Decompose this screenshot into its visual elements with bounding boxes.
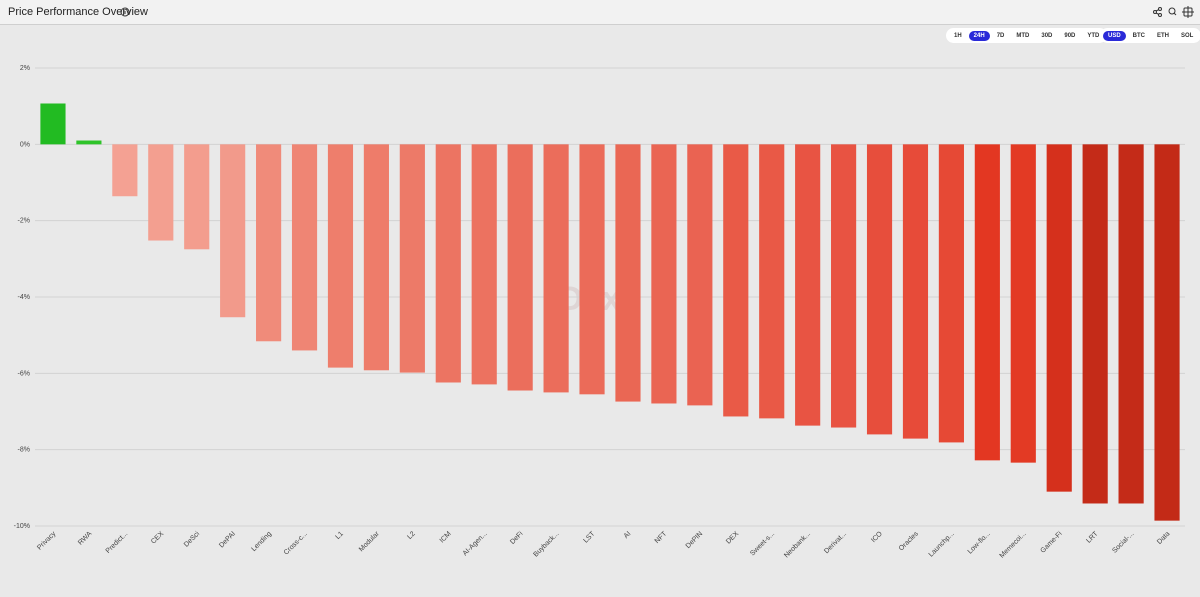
y-tick-label: -2% <box>18 218 30 225</box>
bar <box>831 144 857 428</box>
toggle-button[interactable]: SOL <box>1181 32 1194 39</box>
x-tick-label: ICO <box>870 530 884 544</box>
x-tick-label: DePIN <box>685 530 705 550</box>
search-icon[interactable] <box>1168 7 1177 16</box>
x-tick-label: Memecoi... <box>999 530 1028 559</box>
x-tick-label: DeFi <box>509 530 525 546</box>
bar <box>902 144 929 439</box>
page-title: Price Performance Overview <box>8 6 148 18</box>
x-tick-label: Predict... <box>105 530 130 555</box>
bar <box>327 144 354 368</box>
x-tick-label: Social-... <box>1111 530 1135 554</box>
y-tick-label: 0% <box>20 141 30 148</box>
bar <box>938 144 964 443</box>
x-tick-label: NFT <box>654 530 669 545</box>
x-tick-label: AI <box>623 530 633 540</box>
bar <box>759 144 785 419</box>
header-icons <box>120 6 1194 18</box>
x-tick-label: Game-Fi <box>1039 530 1064 555</box>
x-tick-label: CEX <box>150 530 165 545</box>
currency-toggle: USD BTC ETH SOL <box>1100 28 1200 43</box>
y-tick-label: 2% <box>20 65 30 72</box>
bar <box>615 144 641 402</box>
bar <box>291 144 318 351</box>
bar <box>148 144 174 241</box>
bar <box>651 144 677 404</box>
x-tick-label: LST <box>582 530 597 545</box>
y-tick-label: -10% <box>14 523 30 530</box>
toggle-button[interactable]: YTD <box>1087 32 1100 39</box>
y-tick-label: -4% <box>18 294 30 301</box>
fullscreen-icon[interactable] <box>1182 6 1194 18</box>
x-tick-label: Oracles <box>898 530 920 552</box>
toggle-button[interactable]: 1H <box>954 32 962 39</box>
x-tick-label: L2 <box>406 530 417 541</box>
x-tick-label: Modular <box>358 530 381 553</box>
bar <box>795 144 821 426</box>
bar <box>1010 144 1036 463</box>
bar <box>974 144 1000 461</box>
x-tick-label: Privacy <box>36 530 58 552</box>
bar <box>1082 144 1108 504</box>
bar <box>76 140 102 145</box>
x-tick-label: Lending <box>250 530 273 553</box>
toggle-button[interactable]: 30D <box>1041 32 1053 39</box>
x-tick-label: Derivat... <box>823 530 848 555</box>
timeframe-toggle: 1H 24H 7D MTD 30D 90D YTD <box>946 28 1108 43</box>
bar <box>399 144 425 373</box>
x-tick-label: DePAI <box>218 530 237 549</box>
x-tick-label: AI-Agen... <box>462 530 489 557</box>
toggle-button[interactable]: BTC <box>1132 32 1146 39</box>
chart: Dexu -10%-8%-6%-4%-2%0%2%PrivacyRWAPredi… <box>14 65 1185 560</box>
bar <box>363 144 389 371</box>
x-tick-label: Neobank... <box>783 530 812 559</box>
x-tick-label: Buyback... <box>532 530 560 558</box>
toggle-button[interactable]: USD <box>1103 30 1126 41</box>
toggle-button[interactable]: 7D <box>996 32 1005 39</box>
x-tick-label: Low-flo... <box>967 530 992 555</box>
info-icon[interactable] <box>120 7 130 17</box>
bar <box>184 144 210 250</box>
x-tick-label: LRT <box>1085 530 1100 545</box>
toggle-button[interactable]: 24H <box>968 30 990 41</box>
bar <box>471 144 497 385</box>
x-tick-label: L1 <box>334 530 345 541</box>
bar <box>723 144 749 417</box>
x-tick-label: Launchp... <box>928 530 956 558</box>
toggle-button[interactable]: 90D <box>1064 32 1076 39</box>
bar <box>1046 144 1072 492</box>
x-tick-label: RWA <box>77 530 93 546</box>
toggle-button[interactable]: MTD <box>1016 32 1030 39</box>
bar <box>687 144 713 406</box>
x-tick-label: DEX <box>725 530 740 545</box>
bar <box>579 144 605 395</box>
bar <box>220 144 246 318</box>
bar <box>1118 144 1144 504</box>
bar <box>507 144 533 391</box>
share-icon[interactable] <box>1153 7 1162 17</box>
toggle-button[interactable]: ETH <box>1157 32 1170 39</box>
y-tick-label: -8% <box>18 447 30 454</box>
bar <box>256 144 282 342</box>
bar <box>1154 144 1180 521</box>
x-tick-label: Sweet-s... <box>749 530 776 557</box>
bar <box>435 144 461 383</box>
x-tick-label: DeSci <box>183 530 201 548</box>
x-tick-label: Cross-c... <box>283 530 309 556</box>
x-tick-label: Data <box>1156 530 1171 545</box>
bar <box>866 144 893 435</box>
bar <box>112 144 138 197</box>
bar <box>543 144 569 393</box>
bar <box>40 103 66 145</box>
header: Price Performance Overview <box>0 0 1200 25</box>
x-tick-label: ICM <box>439 530 453 544</box>
y-tick-label: -6% <box>18 370 30 377</box>
